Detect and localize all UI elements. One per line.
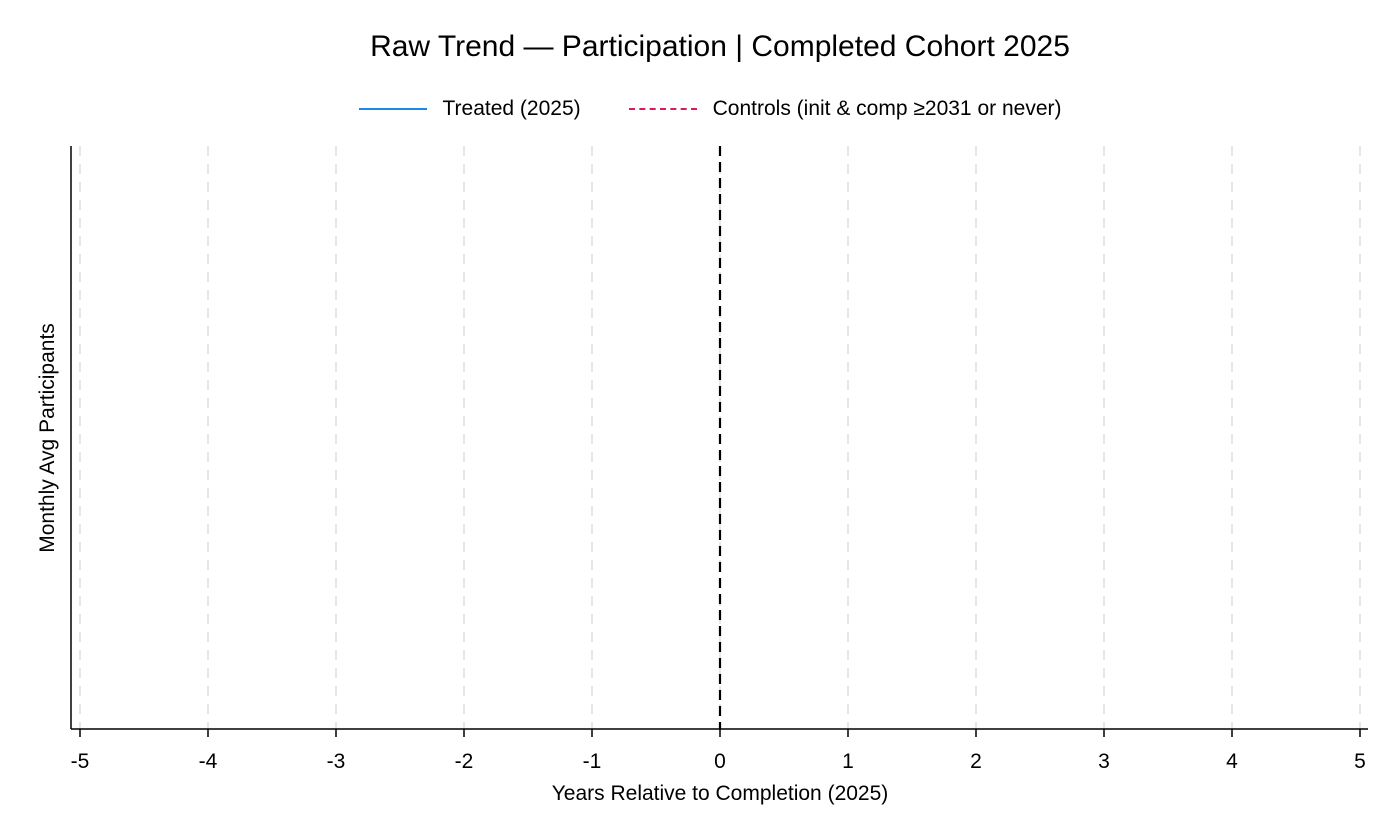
x-tick-label: -4 — [199, 750, 218, 773]
legend-item-controls: Controls (init & comp ≥2031 or never) — [628, 97, 1062, 121]
grid-lines — [79, 146, 1361, 729]
legend-label-treated: Treated (2025) — [442, 97, 581, 120]
legend-swatch-controls — [628, 108, 697, 110]
x-tick-label: -3 — [327, 750, 346, 773]
legend-item-treated: Treated (2025) — [358, 97, 581, 121]
x-tick-label: 5 — [1354, 750, 1366, 773]
y-axis-label: Monthly Avg Participants — [36, 323, 59, 553]
x-tick-label: 2 — [970, 750, 982, 773]
legend-swatch-treated — [358, 108, 427, 110]
x-tick-label: -1 — [583, 750, 602, 773]
x-tick-label: -5 — [71, 750, 90, 773]
legend: Treated (2025) Controls (init & comp ≥20… — [0, 97, 1400, 121]
chart-title: Raw Trend — Participation | Completed Co… — [370, 30, 1070, 63]
x-tick-label: -2 — [455, 750, 474, 773]
x-ticks: -5 -4 -3 -2 -1 0 1 2 3 4 5 — [71, 729, 1366, 773]
x-tick-label: 4 — [1226, 750, 1238, 773]
legend-label-controls: Controls (init & comp ≥2031 or never) — [712, 97, 1062, 120]
x-axis-label: Years Relative to Completion (2025) — [552, 782, 889, 805]
x-tick-label: 3 — [1098, 750, 1110, 773]
x-tick-label: 0 — [714, 750, 726, 773]
x-tick-label: 1 — [842, 750, 854, 773]
